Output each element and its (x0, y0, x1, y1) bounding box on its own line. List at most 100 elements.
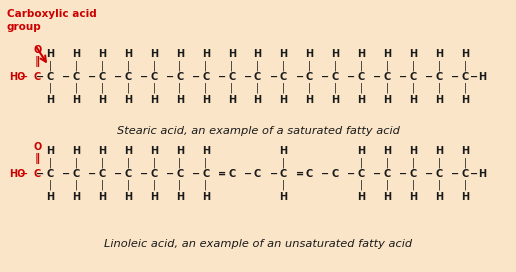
Text: H: H (331, 49, 340, 59)
Text: H: H (409, 146, 417, 156)
Text: −: − (347, 169, 356, 179)
Text: H: H (46, 146, 54, 156)
Text: H: H (461, 49, 469, 59)
Text: C: C (228, 72, 235, 82)
Text: H: H (228, 49, 236, 59)
Text: −: − (373, 72, 381, 82)
Text: H: H (72, 95, 80, 105)
Text: −: − (114, 72, 122, 82)
Text: H: H (383, 95, 391, 105)
Text: H: H (72, 191, 80, 202)
Text: −: − (347, 72, 356, 82)
Text: |: | (204, 60, 207, 71)
Text: H: H (124, 95, 132, 105)
Text: H: H (150, 49, 158, 59)
Text: −: − (270, 169, 278, 179)
Text: |: | (101, 60, 104, 71)
Text: |: | (411, 83, 415, 93)
Text: H: H (176, 49, 184, 59)
Text: Carboxylic acid
group: Carboxylic acid group (7, 10, 96, 32)
Text: |: | (308, 60, 311, 71)
Text: H: H (409, 95, 417, 105)
Text: C: C (124, 72, 132, 82)
Text: HO: HO (9, 169, 25, 179)
Text: |: | (463, 60, 466, 71)
Text: H: H (383, 191, 391, 202)
Text: H: H (435, 95, 443, 105)
Text: |: | (152, 157, 155, 168)
Text: −: − (114, 169, 122, 179)
Text: C: C (461, 72, 469, 82)
Text: |: | (411, 157, 415, 168)
Text: −: − (218, 72, 226, 82)
Text: −: − (88, 72, 96, 82)
Text: ‖: ‖ (35, 153, 40, 164)
Text: H: H (176, 95, 184, 105)
Text: |: | (152, 83, 155, 93)
Text: H: H (357, 191, 365, 202)
Text: C: C (358, 72, 365, 82)
Text: |: | (411, 180, 415, 190)
Text: H: H (46, 95, 54, 105)
Text: C: C (383, 169, 391, 179)
Text: −: − (399, 169, 407, 179)
Text: −: − (321, 169, 330, 179)
Text: −: − (451, 72, 459, 82)
Text: H: H (478, 169, 487, 179)
Text: −: − (36, 72, 44, 82)
Text: C: C (176, 169, 184, 179)
Text: |: | (282, 83, 285, 93)
Text: |: | (282, 180, 285, 190)
Text: −: − (140, 169, 148, 179)
Text: C: C (461, 169, 469, 179)
Text: |: | (334, 83, 337, 93)
Text: |: | (75, 83, 78, 93)
Text: −: − (373, 169, 381, 179)
Text: H: H (72, 146, 80, 156)
Text: C: C (436, 72, 443, 82)
Text: |: | (360, 180, 363, 190)
Text: |: | (75, 60, 78, 71)
Text: |: | (49, 180, 52, 190)
Text: −: − (36, 169, 44, 179)
Text: H: H (72, 49, 80, 59)
Text: −: − (244, 72, 252, 82)
Text: −: − (166, 169, 174, 179)
Text: |: | (230, 83, 233, 93)
Text: |: | (49, 60, 52, 71)
Text: C: C (124, 169, 132, 179)
Text: |: | (204, 83, 207, 93)
Text: C: C (34, 169, 41, 179)
Text: |: | (101, 83, 104, 93)
Text: H: H (124, 191, 132, 202)
Text: H: H (461, 146, 469, 156)
Text: H: H (46, 49, 54, 59)
Text: H: H (357, 146, 365, 156)
Text: H: H (305, 95, 314, 105)
Text: ‖: ‖ (35, 57, 40, 67)
Text: H: H (383, 49, 391, 59)
Text: C: C (73, 72, 80, 82)
Text: −: − (192, 72, 200, 82)
Text: −: − (425, 72, 433, 82)
Text: |: | (385, 60, 389, 71)
Text: Stearic acid, an example of a saturated fatty acid: Stearic acid, an example of a saturated … (117, 126, 399, 136)
Text: |: | (463, 83, 466, 93)
Text: C: C (436, 169, 443, 179)
Text: C: C (306, 72, 313, 82)
Text: H: H (280, 95, 287, 105)
Text: O: O (33, 142, 41, 152)
Text: C: C (383, 72, 391, 82)
Text: −: − (270, 72, 278, 82)
Text: H: H (202, 49, 210, 59)
Text: C: C (73, 169, 80, 179)
Text: |: | (178, 157, 182, 168)
Text: C: C (280, 169, 287, 179)
Text: −: − (21, 72, 28, 82)
Text: H: H (435, 191, 443, 202)
Text: H: H (461, 95, 469, 105)
Text: C: C (254, 169, 261, 179)
Text: HO: HO (9, 72, 25, 82)
Text: −: − (321, 72, 330, 82)
Text: |: | (463, 180, 466, 190)
